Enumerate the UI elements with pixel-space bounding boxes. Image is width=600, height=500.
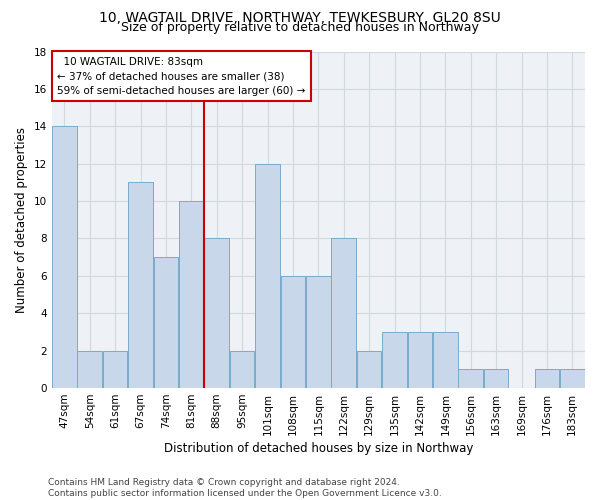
Bar (535, 370, 559, 388)
Bar (179, 201, 203, 388)
Bar (77, 350, 102, 388)
X-axis label: Distribution of detached houses by size in Northway: Distribution of detached houses by size … (164, 442, 473, 455)
Bar (306, 276, 331, 388)
Bar (357, 350, 382, 388)
Bar (52, 126, 77, 388)
Text: Contains HM Land Registry data © Crown copyright and database right 2024.
Contai: Contains HM Land Registry data © Crown c… (48, 478, 442, 498)
Bar (458, 370, 483, 388)
Bar (128, 182, 153, 388)
Bar (103, 350, 127, 388)
Bar (230, 350, 254, 388)
Bar (382, 332, 407, 388)
Text: 10, WAGTAIL DRIVE, NORTHWAY, TEWKESBURY, GL20 8SU: 10, WAGTAIL DRIVE, NORTHWAY, TEWKESBURY,… (99, 11, 501, 25)
Bar (407, 332, 432, 388)
Bar (331, 238, 356, 388)
Text: 10 WAGTAIL DRIVE: 83sqm
← 37% of detached houses are smaller (38)
59% of semi-de: 10 WAGTAIL DRIVE: 83sqm ← 37% of detache… (57, 56, 305, 96)
Bar (154, 257, 178, 388)
Y-axis label: Number of detached properties: Number of detached properties (15, 127, 28, 313)
Bar (255, 164, 280, 388)
Bar (205, 238, 229, 388)
Text: Size of property relative to detached houses in Northway: Size of property relative to detached ho… (121, 22, 479, 35)
Bar (281, 276, 305, 388)
Bar (560, 370, 584, 388)
Bar (433, 332, 458, 388)
Bar (484, 370, 508, 388)
